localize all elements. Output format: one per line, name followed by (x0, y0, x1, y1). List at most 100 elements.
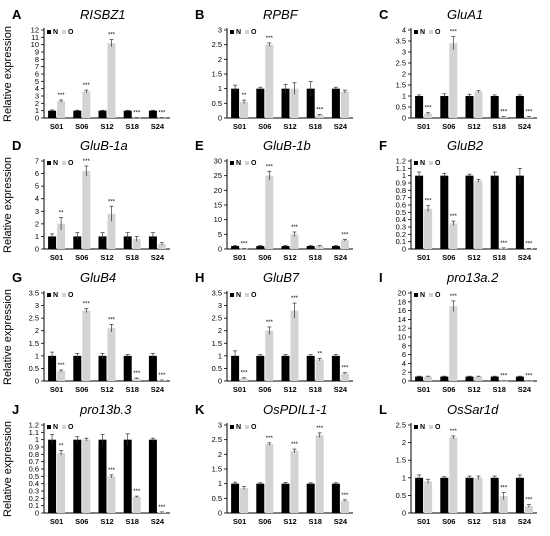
bar-n (148, 439, 157, 513)
panel-letter: J (12, 402, 19, 417)
panel-title: OsPDIL1-1 (263, 402, 327, 417)
x-tick-label: S24 (334, 517, 348, 526)
bar-o (449, 306, 458, 381)
bar-n (465, 477, 474, 513)
x-tick-label: S12 (467, 385, 480, 394)
x-tick-label: S18 (126, 253, 139, 262)
significance-mark: ** (317, 351, 322, 357)
bar-n (306, 88, 315, 118)
x-tick-label: S24 (334, 253, 348, 262)
x-tick-label: S24 (151, 385, 165, 394)
panel-letter: F (379, 138, 387, 153)
legend-swatch-o (62, 293, 66, 297)
bar-n (123, 236, 132, 249)
x-tick-label: S06 (258, 253, 271, 262)
panel-letter: G (12, 270, 22, 285)
bar-o (157, 117, 166, 119)
legend-label-n: N (53, 424, 58, 431)
y-tick-label: 1 (402, 92, 406, 101)
x-tick-label: S12 (467, 253, 480, 262)
panel-h: H GluB7 N O 0 0.5 1 1.5 2 2.5 3 3.5 *** S01 *** S06 *** S… (195, 270, 353, 394)
bar-o (132, 117, 141, 119)
y-tick-label: 1 (35, 232, 39, 241)
bar-o (265, 330, 274, 381)
bar-n (415, 175, 424, 249)
y-tick-label: 0.5 (396, 491, 406, 500)
bar-n (490, 175, 499, 249)
legend-swatch-n (230, 30, 234, 34)
bar-o (82, 171, 91, 249)
y-tick-label: 0.5 (212, 364, 222, 373)
y-tick-label: 30 (214, 157, 222, 166)
y-axis-label: Relative expression (2, 157, 14, 253)
significance-mark: *** (108, 468, 116, 474)
bar-n (73, 236, 82, 249)
bar-o (290, 310, 299, 381)
y-tick-label: 0.5 (29, 472, 39, 481)
y-tick-label: 2.5 (212, 435, 222, 444)
panel-title: GluB4 (80, 270, 116, 285)
legend-swatch-o (62, 425, 66, 429)
x-tick-label: S06 (442, 122, 455, 131)
significance-mark: *** (158, 505, 166, 511)
bar-n (73, 439, 82, 513)
panel-title: GluB-1b (263, 138, 311, 153)
bar-o (82, 310, 91, 381)
panel-letter: L (379, 402, 387, 417)
legend-label-o: O (68, 424, 74, 431)
panel-title: GluB7 (263, 270, 300, 285)
bar-n (490, 376, 499, 381)
x-tick-label: S18 (126, 122, 139, 131)
x-tick-label: S06 (258, 517, 271, 526)
legend-swatch-n (47, 30, 51, 34)
y-tick-label: 2.5 (396, 59, 406, 68)
panel-title: RPBF (263, 7, 299, 22)
y-tick-label: 1.2 (29, 421, 39, 430)
bar-o (57, 223, 66, 249)
bar-o (265, 444, 274, 513)
y-tick-label: 0 (402, 377, 406, 386)
x-tick-label: S18 (309, 253, 322, 262)
significance-mark: *** (341, 366, 349, 372)
bar-n (515, 175, 524, 249)
y-tick-label: 1.5 (29, 339, 39, 348)
bar-o (132, 496, 141, 513)
x-tick-label: S01 (233, 122, 246, 131)
significance-mark: *** (108, 199, 116, 205)
y-tick-label: 0.5 (212, 494, 222, 503)
bar-o (290, 450, 299, 513)
bar-o (340, 500, 349, 513)
significance-mark: *** (525, 374, 533, 380)
bar-o (474, 91, 483, 118)
bar-o (132, 238, 141, 249)
significance-mark: *** (525, 241, 533, 247)
x-tick-label: S06 (258, 385, 271, 394)
x-tick-label: S24 (151, 517, 165, 526)
panel-letter: B (195, 7, 204, 22)
significance-mark: *** (500, 374, 508, 380)
y-tick-label: 5 (218, 230, 222, 239)
bar-o (524, 248, 533, 250)
x-tick-label: S01 (50, 253, 63, 262)
bar-n (281, 88, 290, 118)
y-tick-label: 1 (218, 479, 222, 488)
x-tick-label: S24 (151, 122, 165, 131)
bar-o (340, 91, 349, 118)
y-tick-label: 0 (218, 245, 222, 254)
x-tick-label: S12 (100, 122, 113, 131)
x-tick-label: S06 (258, 122, 271, 131)
y-tick-label: 0.7 (29, 457, 39, 466)
legend-label-n: N (420, 424, 425, 431)
y-tick-label: 0 (218, 114, 222, 123)
bar-n (256, 246, 265, 249)
bar-o (290, 88, 299, 118)
y-tick-label: 4 (35, 194, 39, 203)
y-tick-label: 0 (35, 377, 39, 386)
bar-o (524, 505, 533, 513)
significance-mark: *** (316, 426, 324, 432)
y-tick-label: 3.5 (29, 289, 39, 298)
significance-mark: *** (133, 489, 141, 495)
bar-o (265, 44, 274, 118)
bar-n (440, 175, 449, 249)
y-tick-label: 0.1 (396, 237, 406, 246)
